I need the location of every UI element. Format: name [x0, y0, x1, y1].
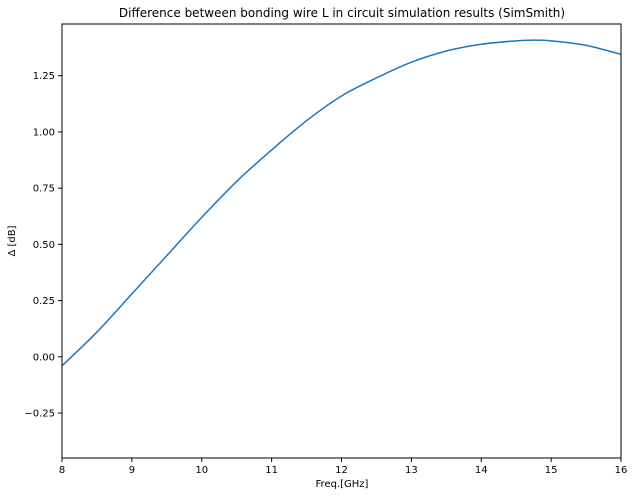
chart-title: Difference between bonding wire L in cir… — [119, 6, 565, 20]
series-line-0 — [61, 39, 622, 367]
x-tick-label: 13 — [405, 465, 418, 476]
x-tick-label: 16 — [615, 465, 628, 476]
x-tick-label: 11 — [265, 465, 278, 476]
y-axis-ticks: −0.25 0.00 0.25 0.50 0.75 1.00 1.25 — [24, 71, 62, 420]
x-axis-ticks: 8 9 10 11 12 13 14 15 16 — [59, 458, 628, 476]
y-tick-label: 0.75 — [33, 184, 55, 195]
x-tick-label: 10 — [195, 465, 208, 476]
x-tick-label: 15 — [545, 465, 558, 476]
y-tick-label: 0.00 — [33, 352, 55, 363]
x-tick-label: 8 — [59, 465, 65, 476]
y-tick-label: 1.25 — [33, 71, 55, 82]
y-tick-label: 0.50 — [33, 240, 55, 251]
plot-frame — [61, 23, 622, 459]
x-tick-label: 9 — [129, 465, 135, 476]
x-tick-label: 14 — [475, 465, 488, 476]
y-tick-label: 1.00 — [33, 127, 55, 138]
x-axis-label: Freq.[GHz] — [316, 479, 369, 490]
x-tick-label: 12 — [335, 465, 348, 476]
y-tick-label: 0.25 — [33, 296, 55, 307]
plot-area — [61, 39, 622, 367]
y-tick-label: −0.25 — [24, 409, 55, 420]
y-axis-label: Δ [dB] — [7, 225, 18, 256]
